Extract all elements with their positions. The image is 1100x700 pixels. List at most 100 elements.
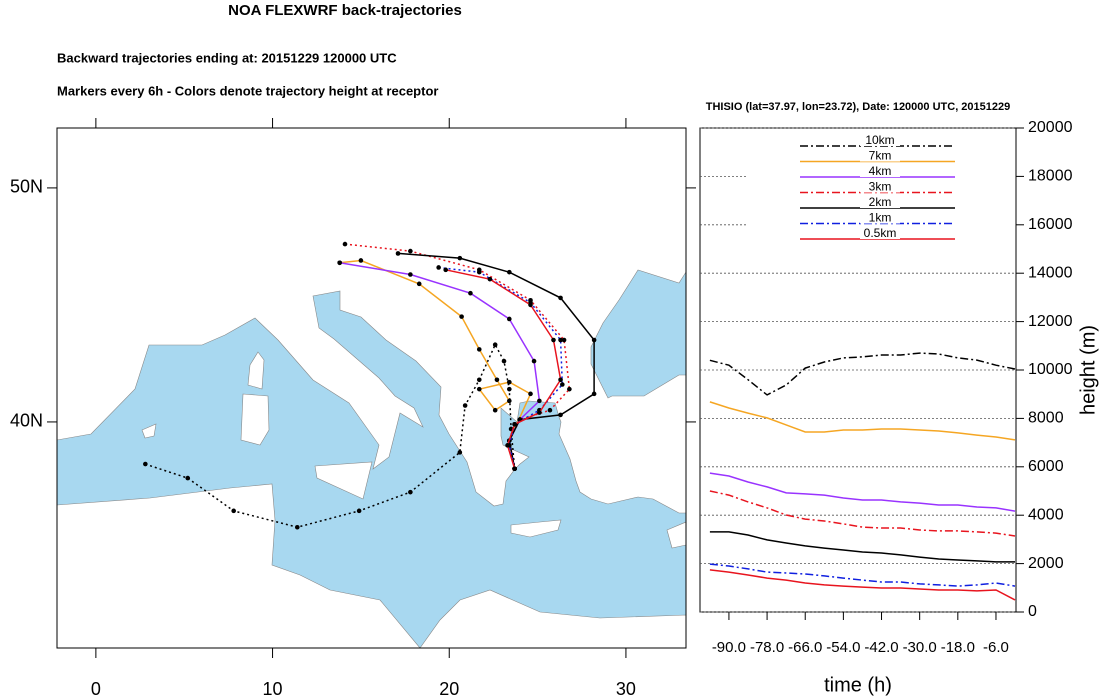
trajectory-marker (408, 248, 413, 254)
y-axis-label: height (m) (1077, 325, 1099, 415)
y-tick-label: 6000 (1028, 458, 1064, 475)
panel-title: THISIO (lat=37.97, lon=23.72), Date: 120… (706, 101, 1011, 113)
trajectory-marker (512, 466, 517, 472)
x-tick-label: -54.0 (826, 639, 860, 656)
trajectory (397, 252, 595, 469)
trajectory-marker (408, 272, 413, 277)
x-tick-label: -18.0 (941, 639, 975, 656)
legend-label-bg (860, 166, 900, 177)
trajectory-marker (560, 382, 565, 387)
trajectory-marker (476, 377, 482, 383)
trajectory-marker (358, 258, 364, 263)
trajectory-marker (567, 386, 572, 392)
trajectory-marker (443, 267, 449, 273)
trajectory-marker (558, 295, 563, 301)
legend-label: 1km (869, 211, 892, 225)
y-tick-label: 8000 (1028, 410, 1064, 427)
trajectory-marker (558, 377, 563, 383)
x-tick-label: 30 (616, 679, 636, 699)
trajectory-marker (507, 386, 512, 392)
x-tick-label: -42.0 (864, 639, 898, 656)
trajectory-marker (356, 508, 362, 514)
trajectory-marker (558, 412, 563, 418)
trajectory-marker (468, 290, 473, 296)
trajectory-marker (507, 269, 512, 275)
land (510, 519, 562, 538)
trajectory-marker (408, 489, 413, 495)
trajectory-marker (487, 276, 493, 282)
land (57, 483, 686, 648)
x-tick-label: -78.0 (750, 639, 784, 656)
trajectory-marker (507, 379, 512, 385)
legend-label: 4km (869, 164, 892, 178)
trajectory (438, 266, 564, 469)
legend-label-bg (860, 150, 900, 162)
trajectory-marker (591, 391, 597, 397)
y-tick-label: 14000 (1028, 264, 1073, 281)
legend-label: 2km (869, 195, 892, 209)
trajectory (145, 343, 516, 528)
trajectory-marker (531, 358, 537, 364)
lines (709, 352, 1016, 601)
trajectory-marker (547, 407, 553, 413)
height-line (709, 352, 1016, 396)
trajectory-marker (558, 337, 563, 343)
trajectory-marker (436, 265, 441, 270)
x-tick-label: 10 (263, 679, 283, 699)
legend-label: 7km (869, 149, 892, 163)
legend-label-bg (860, 228, 900, 239)
land (666, 521, 686, 549)
trajectory-marker (337, 260, 342, 266)
trajectory-marker (537, 398, 542, 404)
legend-label: 3km (869, 180, 892, 194)
trajectory-marker (457, 450, 463, 455)
legend-label: 10km (865, 133, 894, 147)
trajectory-marker (395, 251, 401, 256)
y-tick-label: 10000 (1028, 361, 1073, 378)
legend-label-bg (860, 197, 900, 208)
trajectory-marker (505, 443, 510, 448)
trajectory-marker (551, 337, 556, 343)
trajectory-marker (501, 358, 507, 364)
legend-label-bg (860, 181, 900, 193)
land (247, 351, 265, 390)
trajectory-marker (492, 342, 498, 348)
height-line (709, 490, 1016, 537)
y-tick-label: 20000 (1028, 119, 1073, 136)
trajectory-marker (561, 337, 567, 343)
x-tick-label: 20 (439, 679, 459, 699)
map-frame (56, 127, 687, 649)
trajectory-marker (492, 407, 498, 413)
y-tick-label: 12000 (1028, 313, 1073, 330)
trajectory-marker (476, 347, 482, 352)
trajectory-marker (528, 391, 533, 397)
trajectory-marker (507, 316, 512, 322)
height-line (709, 531, 1015, 563)
y-tick-label: 2000 (1028, 555, 1064, 572)
trajectory-marker (143, 461, 148, 467)
subtitle: Markers every 6h - Colors denote traject… (57, 83, 438, 98)
trajectory-marker (462, 403, 468, 408)
trajectories (143, 241, 597, 530)
x-tick-label: -90.0 (712, 639, 746, 656)
x-tick-label: -30.0 (903, 639, 937, 656)
legend-label: 0.5km (864, 226, 897, 240)
trajectory-marker (591, 337, 597, 343)
y-tick-label: 0 (1028, 603, 1037, 620)
y-tick-label: 16000 (1028, 216, 1073, 233)
height-line (709, 401, 1016, 441)
land (314, 461, 373, 500)
y-tick-label: 4000 (1028, 506, 1064, 523)
map-base (57, 128, 686, 648)
height-line (709, 563, 1016, 587)
trajectory-marker (416, 281, 422, 287)
trajectory-marker (231, 508, 236, 514)
x-tick-label: -6.0 (983, 639, 1009, 656)
y-tick-label: 50N (10, 177, 43, 197)
land (240, 393, 270, 446)
subtitle: Backward trajectories ending at: 2015122… (57, 50, 397, 65)
trajectory-marker (507, 398, 512, 404)
x-axis-label: time (h) (824, 674, 892, 696)
y-tick-label: 18000 (1028, 168, 1073, 185)
